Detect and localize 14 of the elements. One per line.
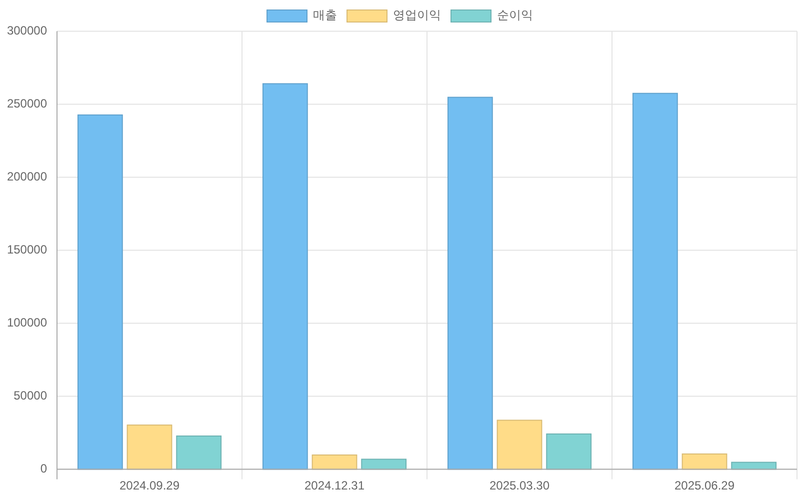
xtick: 2025.06.29 <box>674 478 735 492</box>
xtick: 2025.03.30 <box>489 478 550 492</box>
legend-label: 매출 <box>313 8 337 22</box>
ytick: 0 <box>40 461 47 476</box>
xtick: 2024.09.29 <box>119 478 180 492</box>
legend-label: 영업이익 <box>393 8 441 22</box>
ytick: 150000 <box>6 242 47 256</box>
legend-label: 순이익 <box>497 8 533 22</box>
ytick: 100000 <box>6 315 47 330</box>
ytick: 300000 <box>6 23 47 38</box>
xtick: 2024.12.31 <box>304 478 365 492</box>
ytick: 200000 <box>6 169 47 184</box>
ytick: 250000 <box>6 96 47 110</box>
ytick: 50000 <box>14 388 47 402</box>
